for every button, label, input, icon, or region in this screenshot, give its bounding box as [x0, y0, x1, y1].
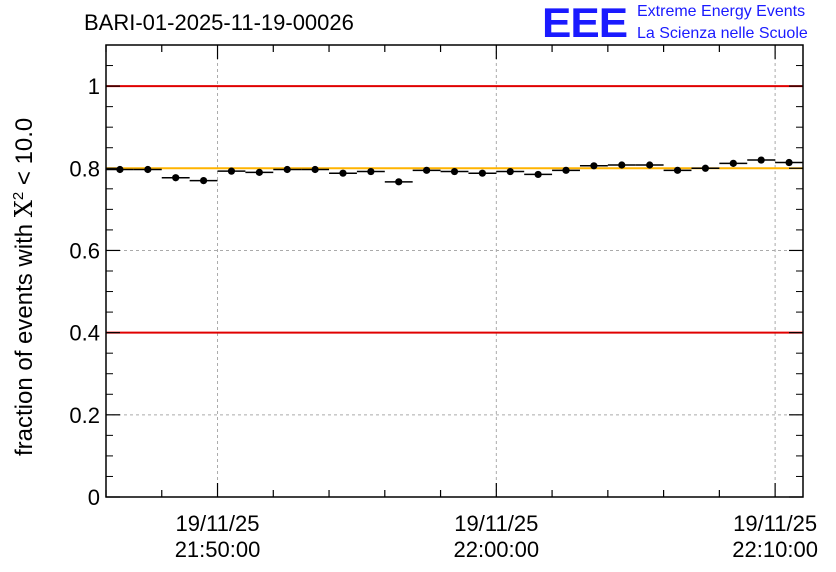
y-tick-label: 1 [88, 74, 100, 99]
eee-logo: EEE [542, 0, 628, 47]
data-point [757, 156, 765, 164]
data-point [701, 164, 710, 172]
y-tick-label: 0.8 [69, 156, 100, 181]
data-point [646, 161, 654, 169]
data-point [450, 167, 459, 176]
data-point [116, 165, 124, 174]
data-point [534, 170, 542, 179]
data-point [506, 167, 514, 176]
data-point [283, 165, 291, 174]
x-tick-time-label: 22:10:00 [732, 537, 818, 562]
logo-line-2: La Scienza nelle Scuole [637, 25, 808, 42]
data-point [590, 162, 598, 170]
data-point [618, 161, 626, 169]
data-point [562, 166, 570, 174]
logo-line-1: Extreme Energy Events [637, 3, 806, 20]
data-point [478, 169, 486, 177]
y-tick-label: 0.6 [69, 238, 100, 263]
data-point [729, 159, 737, 167]
x-tick-time-label: 22:00:00 [453, 537, 539, 562]
x-tick-date-label: 19/11/25 [454, 511, 538, 536]
data-point [172, 174, 180, 182]
data-point [423, 166, 431, 174]
y-tick-label: 0 [88, 485, 100, 510]
data-point [367, 167, 375, 176]
data-point [311, 165, 319, 174]
data-point [395, 178, 403, 186]
y-tick-label: 0.4 [69, 321, 100, 346]
data-point [144, 165, 152, 174]
data-point [199, 177, 208, 185]
x-tick-date-label: 19/11/25 [733, 511, 817, 536]
plot-frame [105, 44, 804, 498]
run-title: BARI-01-2025-11-19-00026 [84, 10, 354, 35]
data-point [785, 158, 793, 167]
data-point [673, 166, 682, 174]
x-tick-time-label: 21:50:00 [175, 537, 261, 562]
x-tick-date-label: 19/11/25 [176, 511, 260, 536]
data-point [339, 169, 347, 177]
data-point [255, 168, 263, 176]
data-point [227, 167, 236, 175]
y-tick-label: 0.2 [69, 403, 100, 428]
